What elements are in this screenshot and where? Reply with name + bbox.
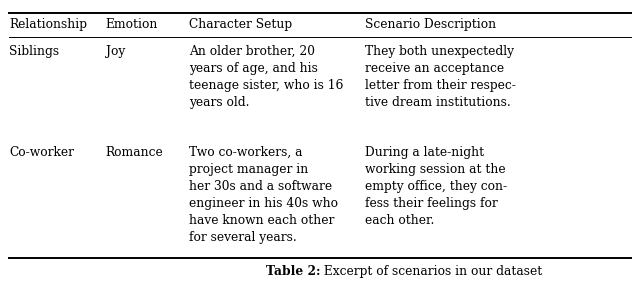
Text: They both unexpectedly
receive an acceptance
letter from their respec-
tive drea: They both unexpectedly receive an accept… — [365, 45, 516, 109]
Text: Two co-workers, a
project manager in
her 30s and a software
engineer in his 40s : Two co-workers, a project manager in her… — [189, 146, 338, 244]
Text: Scenario Description: Scenario Description — [365, 18, 496, 31]
Text: During a late-night
working session at the
empty office, they con-
fess their fe: During a late-night working session at t… — [365, 146, 507, 227]
Text: Excerpt of scenarios in our dataset: Excerpt of scenarios in our dataset — [320, 265, 542, 278]
Text: Romance: Romance — [106, 146, 163, 159]
Text: Joy: Joy — [106, 45, 125, 58]
Text: Emotion: Emotion — [106, 18, 158, 31]
Text: Co-worker: Co-worker — [9, 146, 74, 159]
Text: An older brother, 20
years of age, and his
teenage sister, who is 16
years old.: An older brother, 20 years of age, and h… — [189, 45, 343, 109]
Text: Relationship: Relationship — [9, 18, 87, 31]
Text: Siblings: Siblings — [9, 45, 59, 58]
Text: Table 2:: Table 2: — [266, 265, 320, 278]
Text: Character Setup: Character Setup — [189, 18, 292, 31]
